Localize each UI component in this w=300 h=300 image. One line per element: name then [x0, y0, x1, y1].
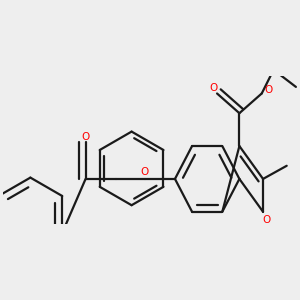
Text: O: O: [209, 83, 218, 93]
Text: O: O: [264, 85, 272, 95]
Text: O: O: [141, 167, 149, 177]
Text: O: O: [262, 215, 271, 225]
Text: O: O: [82, 132, 90, 142]
